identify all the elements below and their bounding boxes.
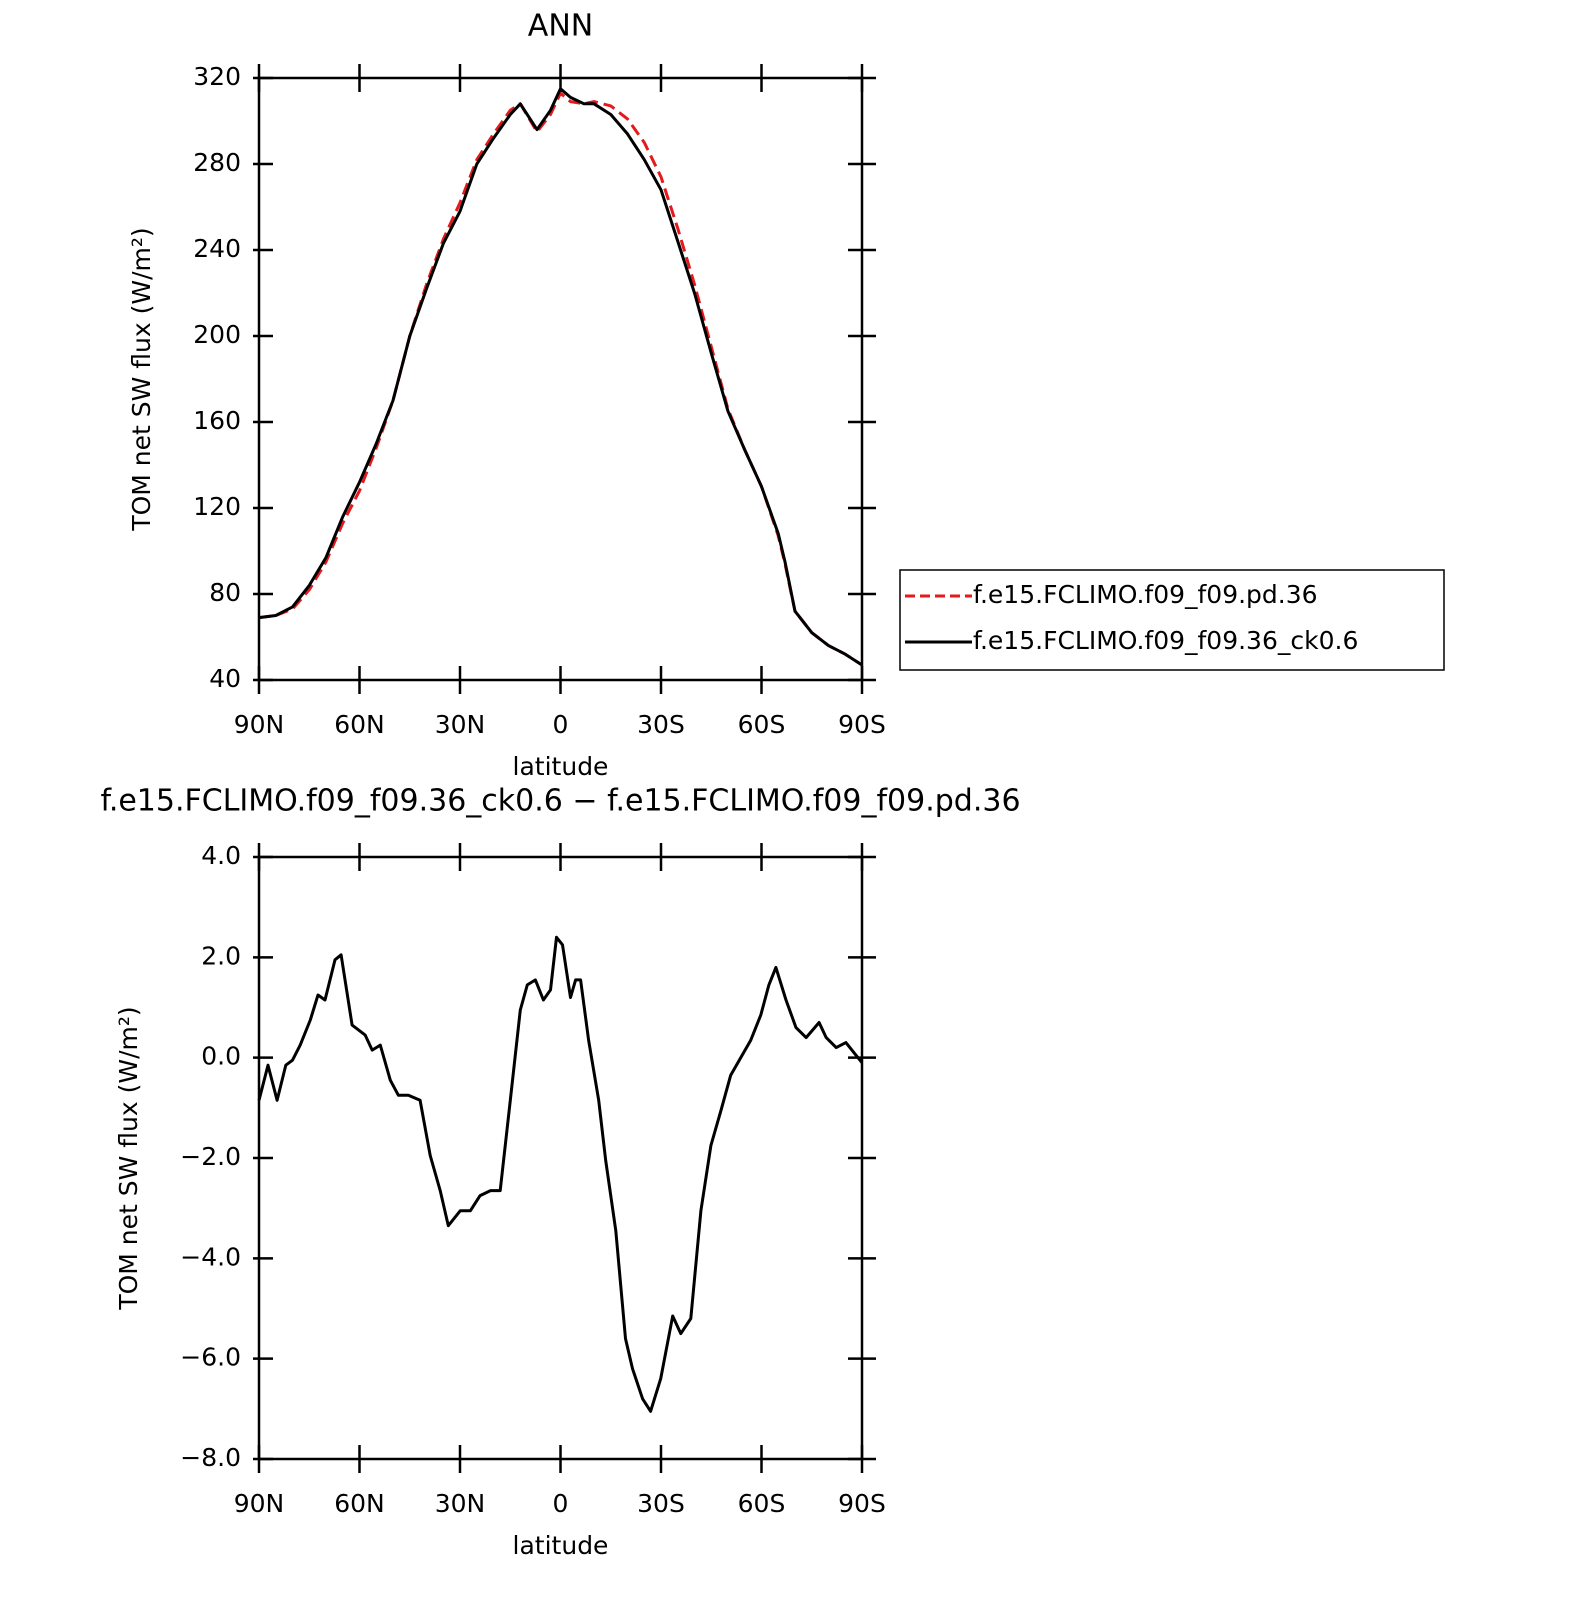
x-tick-label: 30N	[435, 710, 486, 739]
x-tick-label: 60N	[334, 710, 385, 739]
y-axis-label: TOM net SW flux (W/m²)	[114, 1006, 143, 1310]
legend-label: f.e15.FCLIMO.f09_f09.36_ck0.6	[973, 626, 1358, 655]
y-tick-label: 240	[193, 234, 241, 263]
y-tick-label: 120	[193, 492, 241, 521]
y-tick-label: −2.0	[180, 1142, 241, 1171]
data-line	[258, 87, 863, 667]
y-tick-label: 40	[209, 664, 241, 693]
y-tick-label: −8.0	[180, 1443, 241, 1472]
x-tick-label: 30S	[637, 1489, 685, 1518]
y-tick-label: −4.0	[180, 1242, 241, 1271]
x-tick-label: 90N	[234, 1489, 285, 1518]
legend-label: f.e15.FCLIMO.f09_f09.pd.36	[973, 580, 1318, 609]
x-tick-label: 30N	[435, 1489, 486, 1518]
x-axis-label: latitude	[513, 752, 609, 781]
y-tick-label: 2.0	[201, 941, 241, 970]
x-tick-label: 90S	[838, 710, 886, 739]
x-tick-label: 60S	[738, 710, 786, 739]
plot-frame	[257, 76, 864, 682]
x-tick-label: 0	[553, 1489, 569, 1518]
chart-title: f.e15.FCLIMO.f09_f09.36_ck0.6 − f.e15.FC…	[100, 784, 1020, 819]
y-axis-label: TOM net SW flux (W/m²)	[127, 227, 156, 531]
legend-box	[899, 569, 1445, 671]
data-line	[258, 91, 863, 667]
y-tick-label: 4.0	[201, 841, 241, 870]
y-tick-label: 320	[193, 62, 241, 91]
x-tick-label: 30S	[637, 710, 685, 739]
y-tick-label: 80	[209, 578, 241, 607]
y-tick-label: 0.0	[201, 1042, 241, 1071]
x-axis-label: latitude	[513, 1531, 609, 1560]
x-tick-label: 90N	[234, 710, 285, 739]
x-tick-label: 0	[553, 710, 569, 739]
y-tick-label: −6.0	[180, 1343, 241, 1372]
chart-title: ANN	[528, 9, 593, 44]
y-tick-label: 200	[193, 320, 241, 349]
x-tick-label: 90S	[838, 1489, 886, 1518]
y-tick-label: 160	[193, 406, 241, 435]
x-tick-label: 60S	[738, 1489, 786, 1518]
y-tick-label: 280	[193, 148, 241, 177]
plot-frame	[257, 855, 864, 1461]
x-tick-label: 60N	[334, 1489, 385, 1518]
data-line	[257, 935, 864, 1413]
